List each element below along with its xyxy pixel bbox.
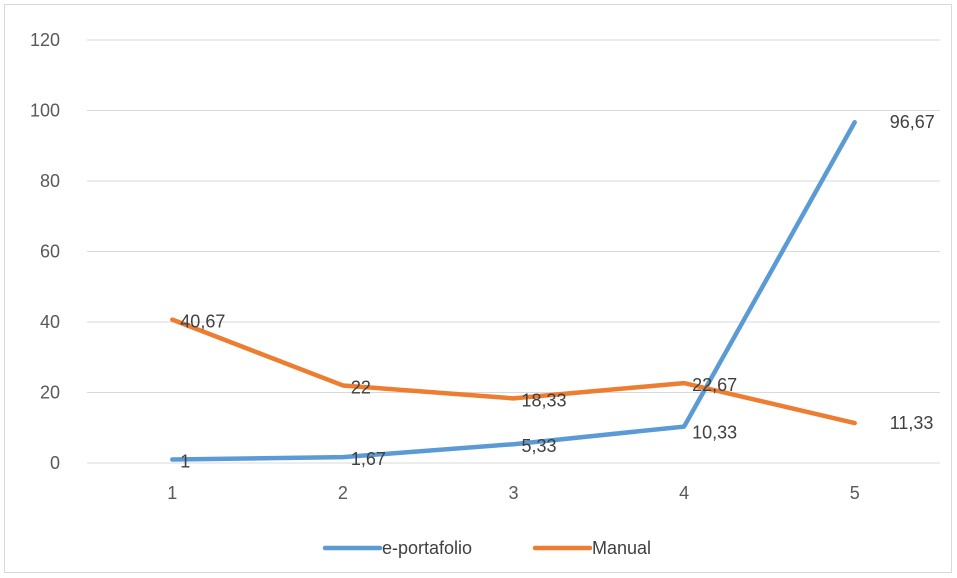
data-label: 11,33 bbox=[890, 413, 934, 433]
data-labels: 1 1,67 5,33 10,33 96,67 40,67 22 18,33 22,67 11,3… bbox=[180, 112, 934, 471]
y-axis-ticks: 0 20 40 60 80 100 120 bbox=[30, 30, 60, 473]
data-point bbox=[854, 121, 856, 123]
y-tick-label: 80 bbox=[40, 171, 60, 191]
y-tick-label: 120 bbox=[30, 30, 60, 50]
y-tick-label: 60 bbox=[40, 242, 60, 262]
data-label: 22,67 bbox=[692, 375, 737, 395]
data-label: 1 bbox=[180, 451, 190, 471]
data-point bbox=[683, 382, 685, 384]
data-point bbox=[171, 319, 173, 321]
data-label: 96,67 bbox=[890, 112, 935, 132]
x-tick-label: 2 bbox=[338, 483, 348, 503]
legend: e-portafolio Manual bbox=[322, 538, 651, 558]
data-point bbox=[342, 456, 344, 458]
x-tick-label: 1 bbox=[167, 483, 177, 503]
data-point bbox=[513, 443, 514, 445]
series-line-manual bbox=[170, 317, 857, 426]
data-point bbox=[171, 458, 173, 460]
x-axis-ticks: 1 2 3 4 5 bbox=[167, 483, 859, 503]
x-tick-label: 5 bbox=[850, 483, 860, 503]
data-point bbox=[854, 422, 856, 424]
chart-frame bbox=[4, 4, 952, 573]
series-line-e-portafolio bbox=[170, 119, 857, 462]
gridlines bbox=[87, 39, 940, 464]
y-tick-label: 100 bbox=[30, 101, 60, 121]
y-tick-label: 40 bbox=[40, 312, 60, 332]
data-label: 40,67 bbox=[180, 312, 225, 332]
data-point bbox=[513, 397, 514, 399]
data-label: 18,33 bbox=[522, 390, 567, 410]
legend-label: e-portafolio bbox=[382, 538, 472, 558]
data-label: 1,67 bbox=[351, 449, 386, 469]
x-tick-label: 3 bbox=[508, 483, 518, 503]
data-label: 10,33 bbox=[692, 423, 737, 443]
y-tick-label: 0 bbox=[50, 453, 60, 473]
x-tick-label: 4 bbox=[679, 483, 689, 503]
data-label: 5,33 bbox=[522, 436, 557, 456]
series-lines bbox=[170, 119, 857, 462]
legend-label: Manual bbox=[592, 538, 651, 558]
data-label: 22 bbox=[351, 377, 371, 397]
data-point bbox=[683, 426, 685, 428]
data-point bbox=[342, 384, 344, 386]
y-tick-label: 20 bbox=[40, 383, 60, 403]
